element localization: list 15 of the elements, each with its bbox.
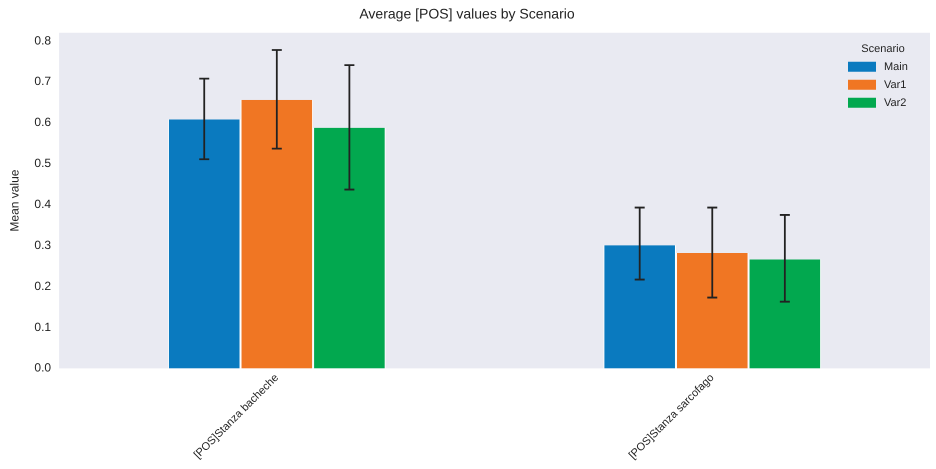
chart-title: Average [POS] values by Scenario [359, 5, 575, 22]
y-tick-label: 0.8 [34, 33, 52, 48]
legend-label: Main [884, 60, 908, 73]
y-axis-title: Mean value [8, 169, 22, 232]
legend-label: Var1 [884, 78, 906, 91]
y-tick-label: 0.7 [34, 74, 52, 88]
y-tick-label: 0.4 [34, 196, 52, 211]
y-tick-label: 0.1 [34, 320, 52, 334]
y-tick-label: 0.0 [34, 360, 52, 375]
legend-label: Var2 [884, 96, 906, 109]
legend-title: Scenario [861, 42, 905, 55]
y-tick-label: 0.5 [34, 156, 52, 170]
y-tick-label: 0.2 [34, 278, 52, 293]
y-tick-label: 0.3 [34, 238, 52, 252]
y-tick-label: 0.6 [34, 115, 52, 130]
